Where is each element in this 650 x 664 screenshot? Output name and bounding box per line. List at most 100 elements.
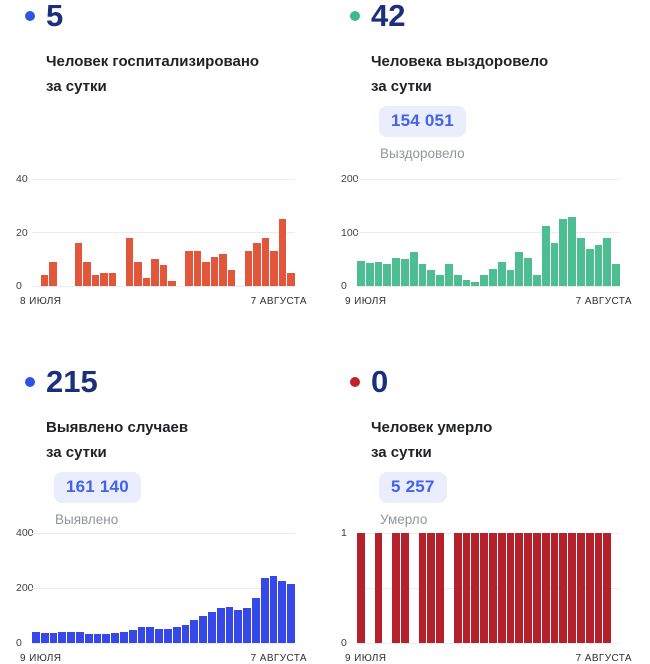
bar[interactable] — [151, 259, 159, 286]
bar[interactable] — [365, 263, 374, 286]
bar[interactable] — [480, 274, 488, 286]
bar[interactable] — [287, 272, 295, 286]
bar[interactable] — [515, 251, 524, 286]
bar[interactable] — [100, 272, 108, 286]
bar[interactable] — [202, 261, 210, 286]
bar[interactable] — [550, 533, 559, 643]
bar[interactable] — [67, 631, 75, 643]
bar[interactable] — [134, 261, 142, 286]
bar[interactable] — [471, 533, 480, 643]
bar[interactable] — [357, 261, 365, 286]
bar[interactable] — [216, 607, 225, 643]
bar[interactable] — [278, 580, 287, 643]
bar[interactable] — [603, 533, 612, 643]
bar[interactable] — [207, 611, 216, 643]
bar[interactable] — [524, 257, 532, 286]
bar[interactable] — [436, 275, 444, 286]
bar[interactable] — [462, 533, 471, 643]
bar[interactable] — [409, 251, 418, 286]
bar[interactable] — [515, 533, 524, 643]
bar[interactable] — [40, 275, 49, 286]
bar[interactable] — [559, 219, 568, 286]
bar[interactable] — [418, 264, 427, 286]
bar[interactable] — [102, 634, 111, 643]
bar[interactable] — [400, 259, 409, 286]
bar[interactable] — [111, 633, 119, 643]
bar[interactable] — [251, 598, 260, 643]
bar[interactable] — [576, 533, 585, 643]
bar[interactable] — [374, 533, 383, 643]
bar[interactable] — [193, 251, 202, 286]
bar[interactable] — [163, 628, 172, 643]
bar[interactable] — [261, 237, 270, 286]
bar[interactable] — [269, 575, 278, 643]
bar[interactable] — [74, 243, 83, 286]
bar[interactable] — [488, 268, 497, 286]
bar[interactable] — [155, 628, 163, 643]
bar[interactable] — [181, 625, 190, 643]
bar[interactable] — [427, 269, 436, 286]
bar[interactable] — [108, 272, 117, 286]
bar[interactable] — [93, 633, 102, 643]
bar[interactable] — [243, 608, 251, 643]
bar[interactable] — [541, 533, 550, 643]
bar[interactable] — [199, 616, 207, 643]
bar[interactable] — [559, 533, 568, 643]
bar[interactable] — [462, 279, 471, 286]
bar[interactable] — [603, 237, 612, 286]
bar[interactable] — [40, 633, 49, 643]
bar[interactable] — [568, 533, 576, 643]
chart-bars[interactable] — [32, 533, 295, 643]
bar[interactable] — [244, 251, 253, 286]
bar[interactable] — [172, 627, 181, 643]
bar[interactable] — [357, 533, 365, 643]
bar[interactable] — [568, 217, 576, 286]
bar[interactable] — [532, 275, 541, 286]
bar[interactable] — [234, 609, 243, 643]
bar[interactable] — [125, 237, 134, 286]
bar[interactable] — [550, 243, 559, 286]
bar[interactable] — [541, 226, 550, 286]
bar[interactable] — [84, 633, 93, 643]
bar[interactable] — [91, 275, 100, 286]
bar[interactable] — [594, 244, 603, 286]
bar[interactable] — [83, 261, 91, 286]
bar[interactable] — [444, 264, 453, 286]
bar[interactable] — [287, 583, 295, 643]
bar[interactable] — [159, 264, 168, 286]
bar[interactable] — [227, 269, 236, 286]
bar[interactable] — [219, 253, 227, 286]
bar[interactable] — [270, 251, 278, 286]
bar[interactable] — [190, 619, 199, 643]
bar[interactable] — [506, 533, 515, 643]
bar[interactable] — [374, 261, 383, 286]
bar[interactable] — [576, 237, 585, 286]
bar[interactable] — [532, 533, 541, 643]
bar[interactable] — [253, 243, 261, 286]
bar[interactable] — [471, 281, 480, 286]
bar[interactable] — [612, 263, 620, 286]
bar[interactable] — [400, 533, 409, 643]
bar[interactable] — [225, 606, 234, 643]
bar[interactable] — [497, 533, 506, 643]
bar[interactable] — [418, 533, 427, 643]
bar[interactable] — [185, 251, 193, 286]
bar[interactable] — [524, 533, 532, 643]
bar[interactable] — [427, 533, 436, 643]
bar[interactable] — [168, 280, 176, 286]
bar[interactable] — [480, 533, 488, 643]
bar[interactable] — [585, 533, 594, 643]
bar[interactable] — [119, 631, 128, 643]
chart-bars[interactable] — [357, 179, 620, 286]
bar[interactable] — [260, 577, 269, 643]
bar[interactable] — [497, 261, 506, 286]
bar[interactable] — [210, 256, 219, 286]
bar[interactable] — [383, 264, 392, 286]
bar[interactable] — [594, 533, 603, 643]
bar[interactable] — [49, 633, 58, 643]
bar[interactable] — [392, 258, 400, 286]
bar[interactable] — [453, 533, 462, 643]
bar[interactable] — [58, 632, 67, 643]
bar[interactable] — [142, 277, 151, 286]
bar[interactable] — [128, 629, 137, 643]
